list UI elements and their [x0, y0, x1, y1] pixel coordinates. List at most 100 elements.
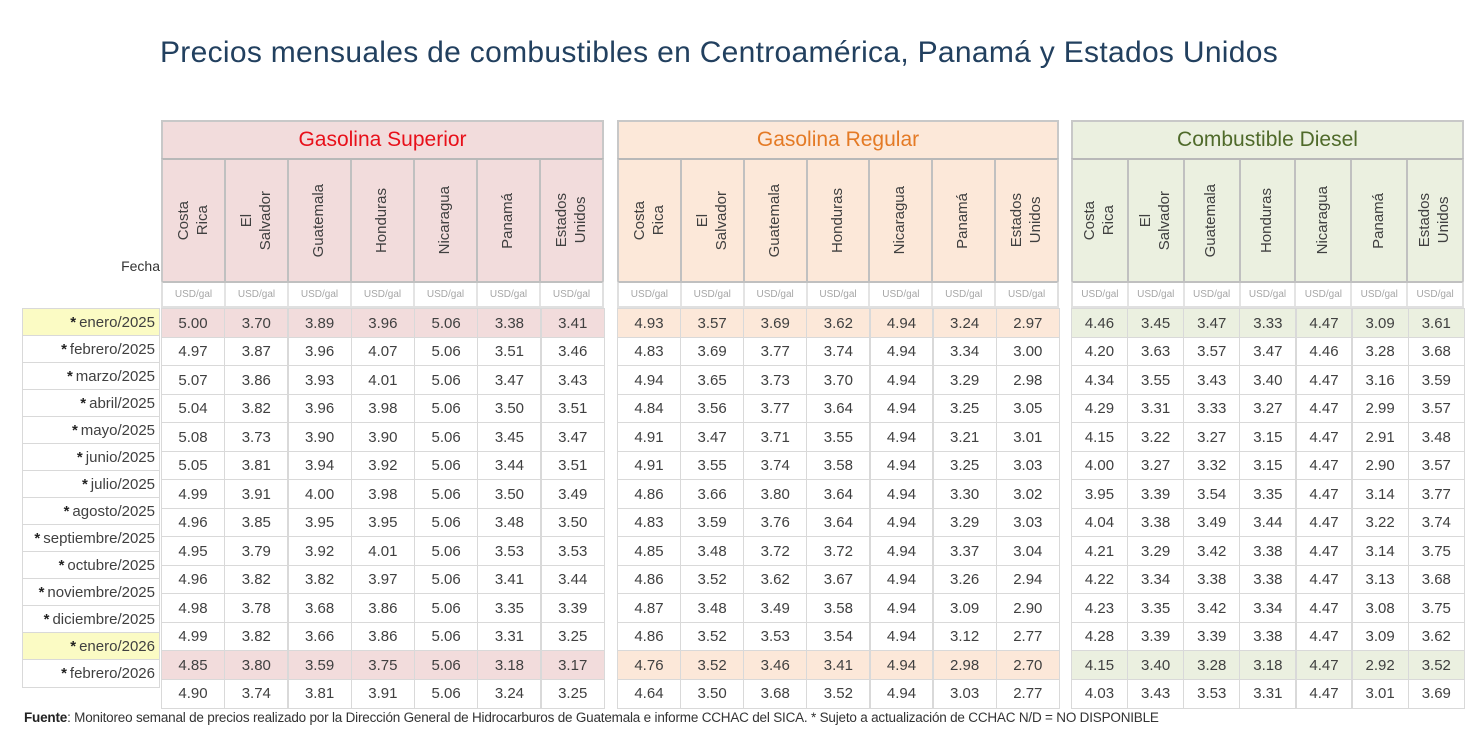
table-row: 4.85 3.80 3.59 3.75 5.06 3.18 3.17 [161, 650, 605, 680]
unit-label: USD/gal [289, 283, 352, 306]
unit-label: USD/gal [226, 283, 289, 306]
price-cell: 3.09 [932, 593, 997, 623]
price-cell: 3.44 [477, 450, 542, 481]
country-label: Estados Unidos [552, 193, 589, 248]
date-label: octubre/2025 [67, 556, 155, 574]
price-cell: 3.92 [287, 536, 352, 566]
column-header: Nicaragua [870, 160, 934, 281]
price-cell: 3.47 [1239, 336, 1297, 367]
unit-label: USD/gal [415, 283, 478, 306]
footer-text: : Monitoreo semanal de precios realizado… [67, 710, 1019, 725]
country-label: Guatemala [765, 183, 783, 258]
table-row: 4.46 3.45 3.47 3.33 4.47 3.09 3.61 [1071, 308, 1465, 338]
asterisk-note: * [71, 421, 78, 439]
price-cell: 3.13 [1351, 564, 1409, 595]
price-cell: 4.23 [1071, 593, 1128, 623]
price-cell: 3.25 [540, 678, 605, 709]
unit-label: USD/gal [1241, 283, 1297, 306]
country-label: El Salvador [1137, 190, 1173, 251]
price-cell: 3.49 [743, 593, 808, 623]
price-cell: 4.94 [869, 536, 934, 566]
price-cell: 4.47 [1295, 621, 1353, 652]
price-cell: 5.00 [161, 308, 226, 338]
table-row: 4.99 3.91 4.00 3.98 5.06 3.50 3.49 [161, 479, 605, 509]
date-cell: * abril/2025 [22, 389, 160, 418]
date-label: febrero/2025 [69, 340, 155, 358]
price-cell: 3.74 [743, 450, 808, 481]
price-cell: 3.63 [1127, 336, 1185, 367]
price-cell: 3.48 [680, 536, 745, 566]
price-cell: 3.68 [1407, 336, 1465, 367]
price-cell: 4.94 [869, 650, 934, 680]
price-cell: 5.06 [414, 507, 479, 538]
column-header: Honduras [807, 160, 871, 281]
asterisk-note: * [70, 637, 77, 655]
country-headers: Costa Rica El Salvador Guatemala Honduras Ni… [617, 158, 1059, 281]
unit-label: USD/gal [552, 289, 591, 300]
price-cell: 3.47 [680, 422, 745, 452]
price-cell: 3.28 [1351, 336, 1409, 367]
date-cell: * enero/2026 [22, 632, 160, 661]
price-cell: 3.54 [806, 621, 871, 652]
price-cell: 3.98 [350, 479, 415, 509]
price-cell: 3.80 [224, 650, 289, 680]
price-cell: 3.39 [1127, 479, 1185, 509]
price-cell: 3.94 [287, 450, 352, 481]
price-cell: 4.84 [617, 393, 681, 424]
price-cell: 5.06 [414, 365, 479, 395]
asterisk-note: * [58, 556, 65, 574]
price-cell: 3.97 [350, 564, 415, 595]
table-row: 4.20 3.63 3.57 3.47 4.46 3.28 3.68 [1071, 336, 1465, 367]
price-cell: 3.80 [743, 479, 808, 509]
price-cell: 3.34 [1239, 593, 1297, 623]
price-cell: 3.86 [350, 621, 415, 652]
price-cell: 3.03 [932, 678, 997, 709]
column-header: Panamá [933, 160, 997, 281]
country-label: Guatemala [310, 183, 328, 258]
price-cell: 2.99 [1351, 393, 1409, 424]
price-cell: 2.77 [995, 678, 1060, 709]
price-cell: 3.55 [806, 422, 871, 452]
price-cell: 4.20 [1071, 336, 1128, 367]
price-cell: 5.06 [414, 564, 479, 595]
price-cell: 3.79 [224, 536, 289, 566]
price-cell: 3.90 [350, 422, 415, 452]
table-row: 4.86 3.52 3.62 3.67 4.94 3.26 2.94 [617, 564, 1060, 595]
price-cell: 3.86 [224, 365, 289, 395]
price-cell: 4.15 [1071, 650, 1128, 680]
price-cell: 4.64 [617, 678, 681, 709]
price-cell: 3.50 [477, 479, 542, 509]
price-cell: 3.85 [224, 507, 289, 538]
unit-row: USD/gal USD/gal USD/gal USD/gal USD/gal USD/g… [617, 281, 1059, 308]
asterisk-note: * [70, 313, 77, 331]
price-cell: 3.38 [1239, 621, 1297, 652]
price-cell: 3.68 [287, 593, 352, 623]
date-label: mayo/2025 [80, 421, 155, 439]
price-cell: 3.25 [932, 393, 997, 424]
price-cell: 5.06 [414, 479, 479, 509]
unit-label: USD/gal [478, 283, 541, 306]
price-cell: 3.57 [1407, 450, 1465, 481]
price-cell: 5.06 [414, 422, 479, 452]
price-cell: 4.47 [1295, 450, 1353, 481]
asterisk-note: * [80, 394, 87, 412]
table-row: 4.84 3.56 3.77 3.64 4.94 3.25 3.05 [617, 393, 1060, 424]
price-cell: 3.44 [1239, 507, 1297, 538]
price-cell: 4.76 [617, 650, 681, 680]
date-label: noviembre/2025 [47, 583, 155, 601]
price-cell: 3.93 [287, 365, 352, 395]
price-cell: 4.46 [1295, 336, 1353, 367]
price-cell: 3.46 [743, 650, 808, 680]
price-cell: 4.90 [161, 678, 226, 709]
price-cell: 4.98 [161, 593, 226, 623]
unit-row: USD/gal USD/gal USD/gal USD/gal USD/gal USD/g… [161, 281, 604, 308]
country-label: El Salvador [237, 190, 274, 251]
column-header: Guatemala [289, 160, 352, 281]
price-cell: 3.92 [350, 450, 415, 481]
price-cell: 3.45 [477, 422, 542, 452]
date-label: julio/2025 [90, 475, 155, 493]
price-cell: 4.22 [1071, 564, 1128, 595]
price-cell: 3.33 [1183, 393, 1241, 424]
section-gasolina-superior: Gasolina Superior Costa Rica El Salvador G… [161, 120, 604, 308]
price-cell: 3.57 [1183, 336, 1241, 367]
